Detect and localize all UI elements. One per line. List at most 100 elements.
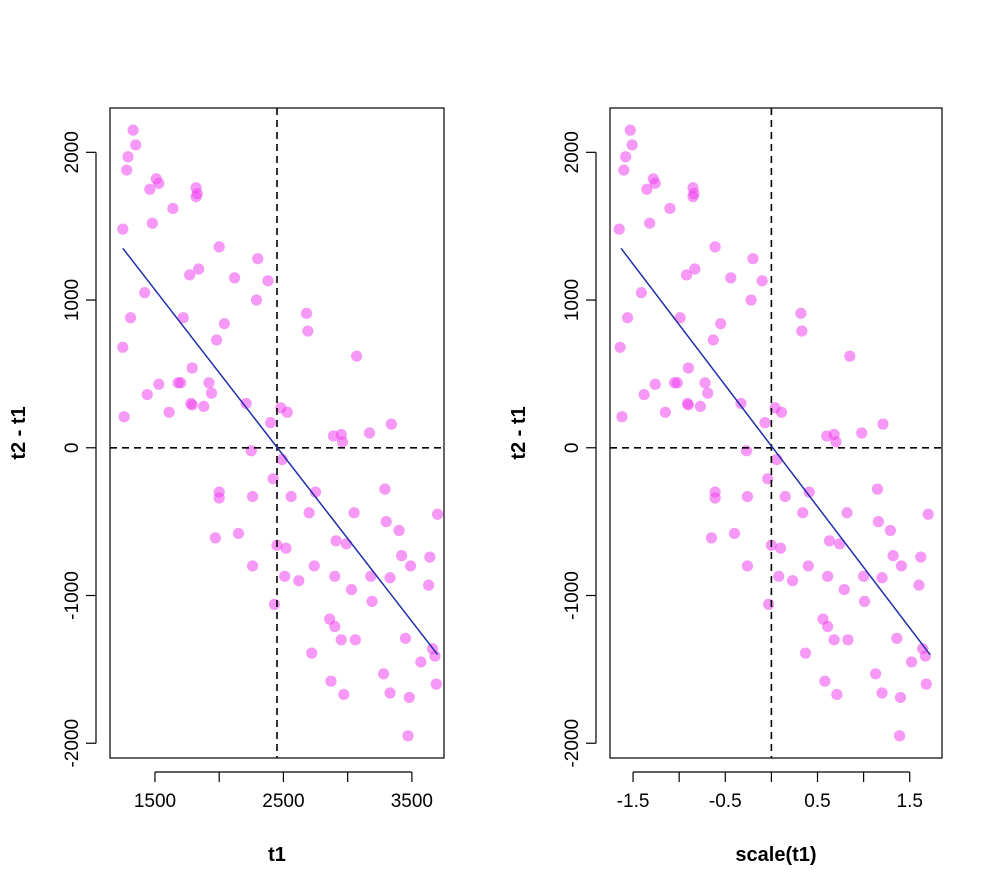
data-point	[715, 318, 727, 330]
data-point	[671, 377, 683, 389]
x-tick-label: 1.5	[897, 791, 923, 812]
data-point	[335, 634, 347, 646]
data-point	[894, 691, 907, 704]
data-point	[279, 570, 291, 582]
data-point	[308, 560, 320, 572]
panel-left: 1500 2500 3500 -2000 -1000 0 1000 2000 t1 t2 - t1	[8, 107, 445, 866]
data-point	[232, 527, 245, 540]
data-point	[384, 687, 396, 699]
data-point	[621, 312, 634, 324]
data-point	[831, 688, 843, 701]
data-point	[763, 598, 775, 610]
x-tick-label: 1500	[134, 791, 176, 812]
data-point	[775, 542, 787, 554]
data-point	[616, 411, 628, 423]
data-point	[823, 535, 836, 547]
data-point	[325, 675, 337, 687]
y-tick-label: 1000	[62, 279, 83, 321]
y-tick-label: 0	[62, 442, 83, 453]
data-point	[330, 535, 342, 547]
data-point	[399, 632, 412, 644]
y-tick-label: 2000	[562, 131, 583, 173]
data-point	[117, 341, 129, 353]
data-point	[293, 575, 305, 587]
data-point	[424, 551, 436, 563]
data-point	[876, 687, 888, 699]
data-point	[198, 400, 210, 413]
data-point	[644, 217, 656, 229]
data-point	[345, 583, 358, 596]
data-point	[240, 397, 252, 410]
data-point	[430, 678, 442, 690]
data-point	[759, 417, 771, 429]
data-point	[689, 263, 701, 275]
data-point	[144, 183, 156, 195]
data-point	[659, 406, 671, 418]
data-point	[613, 223, 625, 235]
data-point	[858, 595, 871, 608]
data-point	[384, 572, 396, 584]
y-tick-label: 2000	[62, 131, 83, 173]
data-point	[725, 272, 737, 284]
data-point	[915, 551, 927, 563]
data-point	[682, 362, 694, 374]
data-point	[268, 598, 281, 610]
y-tick-label: -2000	[562, 719, 583, 768]
data-point	[841, 507, 853, 519]
data-point	[281, 406, 293, 418]
data-point	[796, 325, 808, 337]
data-point	[285, 490, 297, 503]
data-point	[250, 294, 263, 306]
data-point	[756, 275, 768, 287]
data-point	[797, 507, 809, 519]
data-point	[396, 550, 408, 562]
data-point	[348, 507, 360, 519]
data-point	[775, 406, 788, 418]
data-point	[707, 334, 719, 346]
data-point	[385, 418, 397, 430]
data-point	[741, 560, 754, 572]
data-point	[422, 579, 435, 591]
data-point	[302, 325, 314, 337]
data-point	[819, 675, 831, 687]
data-point	[694, 400, 706, 413]
data-point	[858, 570, 870, 582]
data-point	[844, 350, 856, 362]
data-point	[795, 307, 807, 319]
data-point	[262, 275, 274, 287]
data-point	[822, 620, 834, 633]
data-point	[329, 570, 341, 582]
data-point	[688, 188, 700, 200]
data-point	[309, 486, 322, 498]
data-point	[267, 473, 279, 485]
data-point	[153, 378, 165, 390]
data-point	[709, 492, 721, 504]
plot-frame	[609, 107, 943, 759]
data-point	[186, 362, 198, 374]
x-tick-label: 0.5	[804, 791, 830, 812]
data-point	[905, 656, 918, 668]
data-point	[175, 377, 187, 389]
data-point	[186, 399, 198, 411]
data-point	[252, 253, 264, 265]
data-point	[887, 550, 899, 562]
y-axis-title: t2 - t1	[8, 406, 30, 459]
data-point	[779, 490, 791, 503]
data-point	[280, 542, 292, 554]
data-point	[618, 164, 630, 176]
data-point	[340, 538, 352, 550]
data-point	[709, 241, 721, 253]
data-point	[403, 691, 415, 704]
data-point	[415, 656, 427, 668]
x-tick-label: -0.5	[709, 791, 742, 812]
data-point	[211, 334, 223, 346]
data-point	[884, 524, 896, 537]
data-point	[735, 397, 747, 410]
x-axis-title: t1	[268, 844, 286, 866]
data-point	[405, 560, 417, 572]
regression-line	[122, 247, 439, 656]
data-point	[745, 294, 757, 306]
data-point	[741, 490, 754, 503]
data-point	[127, 124, 139, 136]
data-point	[893, 730, 906, 742]
